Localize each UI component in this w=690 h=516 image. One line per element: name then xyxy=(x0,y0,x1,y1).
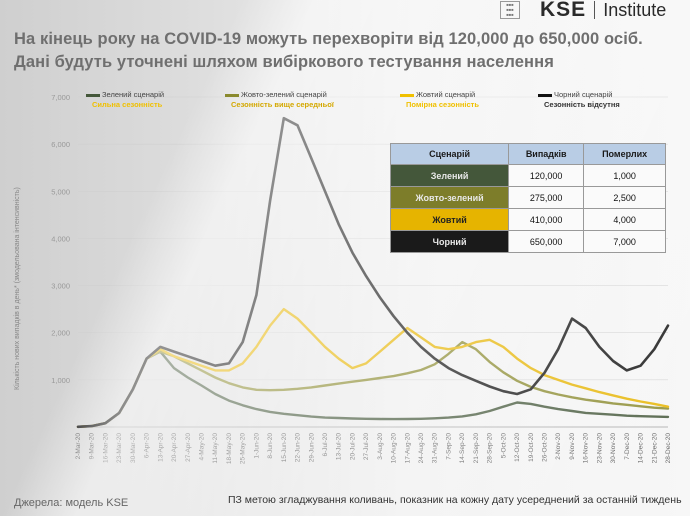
x-tick-label: 17-Aug-20 xyxy=(404,433,411,464)
legend-name: Жовтий сценарій xyxy=(416,90,476,99)
y-tick-label: 6,000 xyxy=(51,140,70,149)
x-tick-label: 2-Nov-20 xyxy=(555,433,562,460)
x-tick-label: 15-Jun-20 xyxy=(281,433,288,463)
x-tick-label: 1-Jun-20 xyxy=(253,433,260,459)
x-tick-label: 14-Dec-20 xyxy=(638,433,645,464)
x-tick-label: 30-Nov-20 xyxy=(610,433,617,464)
table-cell-deaths: 2,500 xyxy=(583,186,666,209)
table-cell-cases: 120,000 xyxy=(508,164,585,187)
table-cell-scenario: Жовто-зелений xyxy=(389,186,510,209)
x-tick-label: 13-Jul-20 xyxy=(336,433,343,460)
table-cell-cases: 275,000 xyxy=(508,186,585,209)
x-tick-label: 28-Sep-20 xyxy=(487,433,494,464)
logo-institute: Institute xyxy=(603,0,667,20)
page-title: На кінець року на COVID-19 можуть перехв… xyxy=(14,30,643,71)
y-tick-labels: 1,000 2,000 3,000 4,000 5,000 6,000 7,000 xyxy=(51,93,70,385)
x-tick-label: 3-Aug-20 xyxy=(377,433,384,460)
x-tick-label: 4-May-20 xyxy=(198,433,205,461)
table-row: Чорний 650,000 7,000 xyxy=(389,230,666,253)
x-tick-label: 19-Oct-20 xyxy=(528,433,535,462)
legend-subtitle: Помірна сезонність xyxy=(406,100,479,109)
y-tick-label: 2,000 xyxy=(51,329,70,338)
scenario-table: Сценарій Випадків Померлих Зелений 120,00… xyxy=(389,143,666,253)
x-tick-label: 7-Sep-20 xyxy=(445,433,452,460)
y-tick-label: 4,000 xyxy=(51,234,70,243)
x-tick-label: 20-Apr-20 xyxy=(171,433,178,462)
y-tick-label: 7,000 xyxy=(51,93,70,102)
legend-swatch xyxy=(538,94,552,97)
x-tick-label: 20-Jul-20 xyxy=(349,433,356,460)
legend-name: Чорний сценарій xyxy=(554,90,613,99)
x-tick-label: 8-Jun-20 xyxy=(267,433,274,459)
series-line-1 xyxy=(76,350,670,428)
table-cell-scenario: Зелений xyxy=(389,164,510,187)
table-cell-deaths: 7,000 xyxy=(583,230,666,253)
y-tick-label: 1,000 xyxy=(51,376,70,385)
x-tick-label: 18-May-20 xyxy=(226,433,233,464)
legend-subtitle: Сезонність вище середньої xyxy=(231,100,334,109)
table-header-cases: Випадків xyxy=(508,143,585,165)
legend-subtitle: Сильна сезонність xyxy=(92,100,163,109)
x-tick-label: 9-Nov-20 xyxy=(569,433,576,460)
x-tick-label: 10-Aug-20 xyxy=(391,433,398,464)
x-tick-label: 27-Apr-20 xyxy=(185,433,192,462)
table-cell-deaths: 1,000 xyxy=(583,164,666,187)
x-tick-label: 5-Oct-20 xyxy=(500,433,507,459)
table-cell-scenario: Чорний xyxy=(389,230,510,253)
x-tick-label: 16-Nov-20 xyxy=(583,433,590,464)
legend-name: Зелений сценарій xyxy=(102,90,165,99)
table-cell-cases: 650,000 xyxy=(508,230,585,253)
y-tick-label: 3,000 xyxy=(51,282,70,291)
x-tick-label: 6-Jul-20 xyxy=(322,433,329,457)
table-cell-scenario: Жовтий xyxy=(389,208,510,231)
x-tick-label: 2-Mar-20 xyxy=(75,433,82,460)
legend-swatch xyxy=(86,94,100,97)
legend-swatch xyxy=(400,94,414,97)
x-tick-labels: 2-Mar-20 9-Mar-20 16-Mar-20 23-Mar-20 30-Mar… xyxy=(75,433,672,464)
x-tick-label: 22-Jun-20 xyxy=(295,433,302,463)
x-tick-label: 14-Sep-20 xyxy=(459,433,466,464)
table-cell-deaths: 4,000 xyxy=(583,208,666,231)
y-axis-label: Кількість нових випадків в день* (змодел… xyxy=(14,187,21,390)
table-header-scenario: Сценарій xyxy=(389,143,510,165)
series-line-3 xyxy=(76,307,670,428)
x-tick-label: 23-Nov-20 xyxy=(596,433,603,464)
table-row: Зелений 120,000 1,000 xyxy=(389,164,666,187)
table-header-deaths: Померлих xyxy=(583,143,666,165)
source-note: Джерела: модель KSE xyxy=(14,497,129,509)
x-tick-label: 28-Dec-20 xyxy=(665,433,672,464)
x-tick-label: 9-Mar-20 xyxy=(89,433,96,460)
table-header-row: Сценарій Випадків Померлих xyxy=(389,143,666,165)
x-tick-label: 27-Jul-20 xyxy=(363,433,370,460)
x-tick-label: 24-Aug-20 xyxy=(418,433,425,464)
x-tick-label: 31-Aug-20 xyxy=(432,433,439,464)
x-tick-label: 29-Jun-20 xyxy=(308,433,315,463)
x-tick-label: 13-Apr-20 xyxy=(157,433,164,462)
legend-subtitle: Сезонність відсутня xyxy=(544,100,620,109)
logo-kse: KSE xyxy=(540,0,587,21)
x-tick-label: 23-Mar-20 xyxy=(116,433,123,463)
x-tick-label: 26-Oct-20 xyxy=(542,433,549,462)
table-row: Жовто-зелений 275,000 2,500 xyxy=(389,186,666,209)
table-cell-cases: 410,000 xyxy=(508,208,585,231)
y-tick-label: 5,000 xyxy=(51,187,70,196)
table-row: Жовтий 410,000 4,000 xyxy=(389,208,666,231)
x-tick-label: 25-May-20 xyxy=(240,433,247,464)
x-tick-label: 12-Oct-20 xyxy=(514,433,521,462)
x-tick-label: 21-Sep-20 xyxy=(473,433,480,464)
x-tick-label: 16-Mar-20 xyxy=(102,433,109,463)
legend-name: Жовто-зелений сценарій xyxy=(241,90,327,99)
x-tick-label: 21-Dec-20 xyxy=(651,433,658,464)
logo-emblem-icon: ■■■ ■■■ ■■■ xyxy=(500,1,520,19)
footnote: ПЗ метою згладжування коливань, показник… xyxy=(228,494,682,506)
series-line-2 xyxy=(76,340,670,428)
logo-divider xyxy=(594,1,596,19)
legend-swatch xyxy=(225,94,239,97)
x-tick-label: 6-Apr-20 xyxy=(144,433,151,459)
x-tick-label: 30-Mar-20 xyxy=(130,433,137,463)
kse-logo: ■■■ ■■■ ■■■ KSE Institute xyxy=(500,0,667,21)
x-tick-label: 7-Dec-20 xyxy=(624,433,631,460)
x-tick-label: 11-May-20 xyxy=(212,433,219,464)
